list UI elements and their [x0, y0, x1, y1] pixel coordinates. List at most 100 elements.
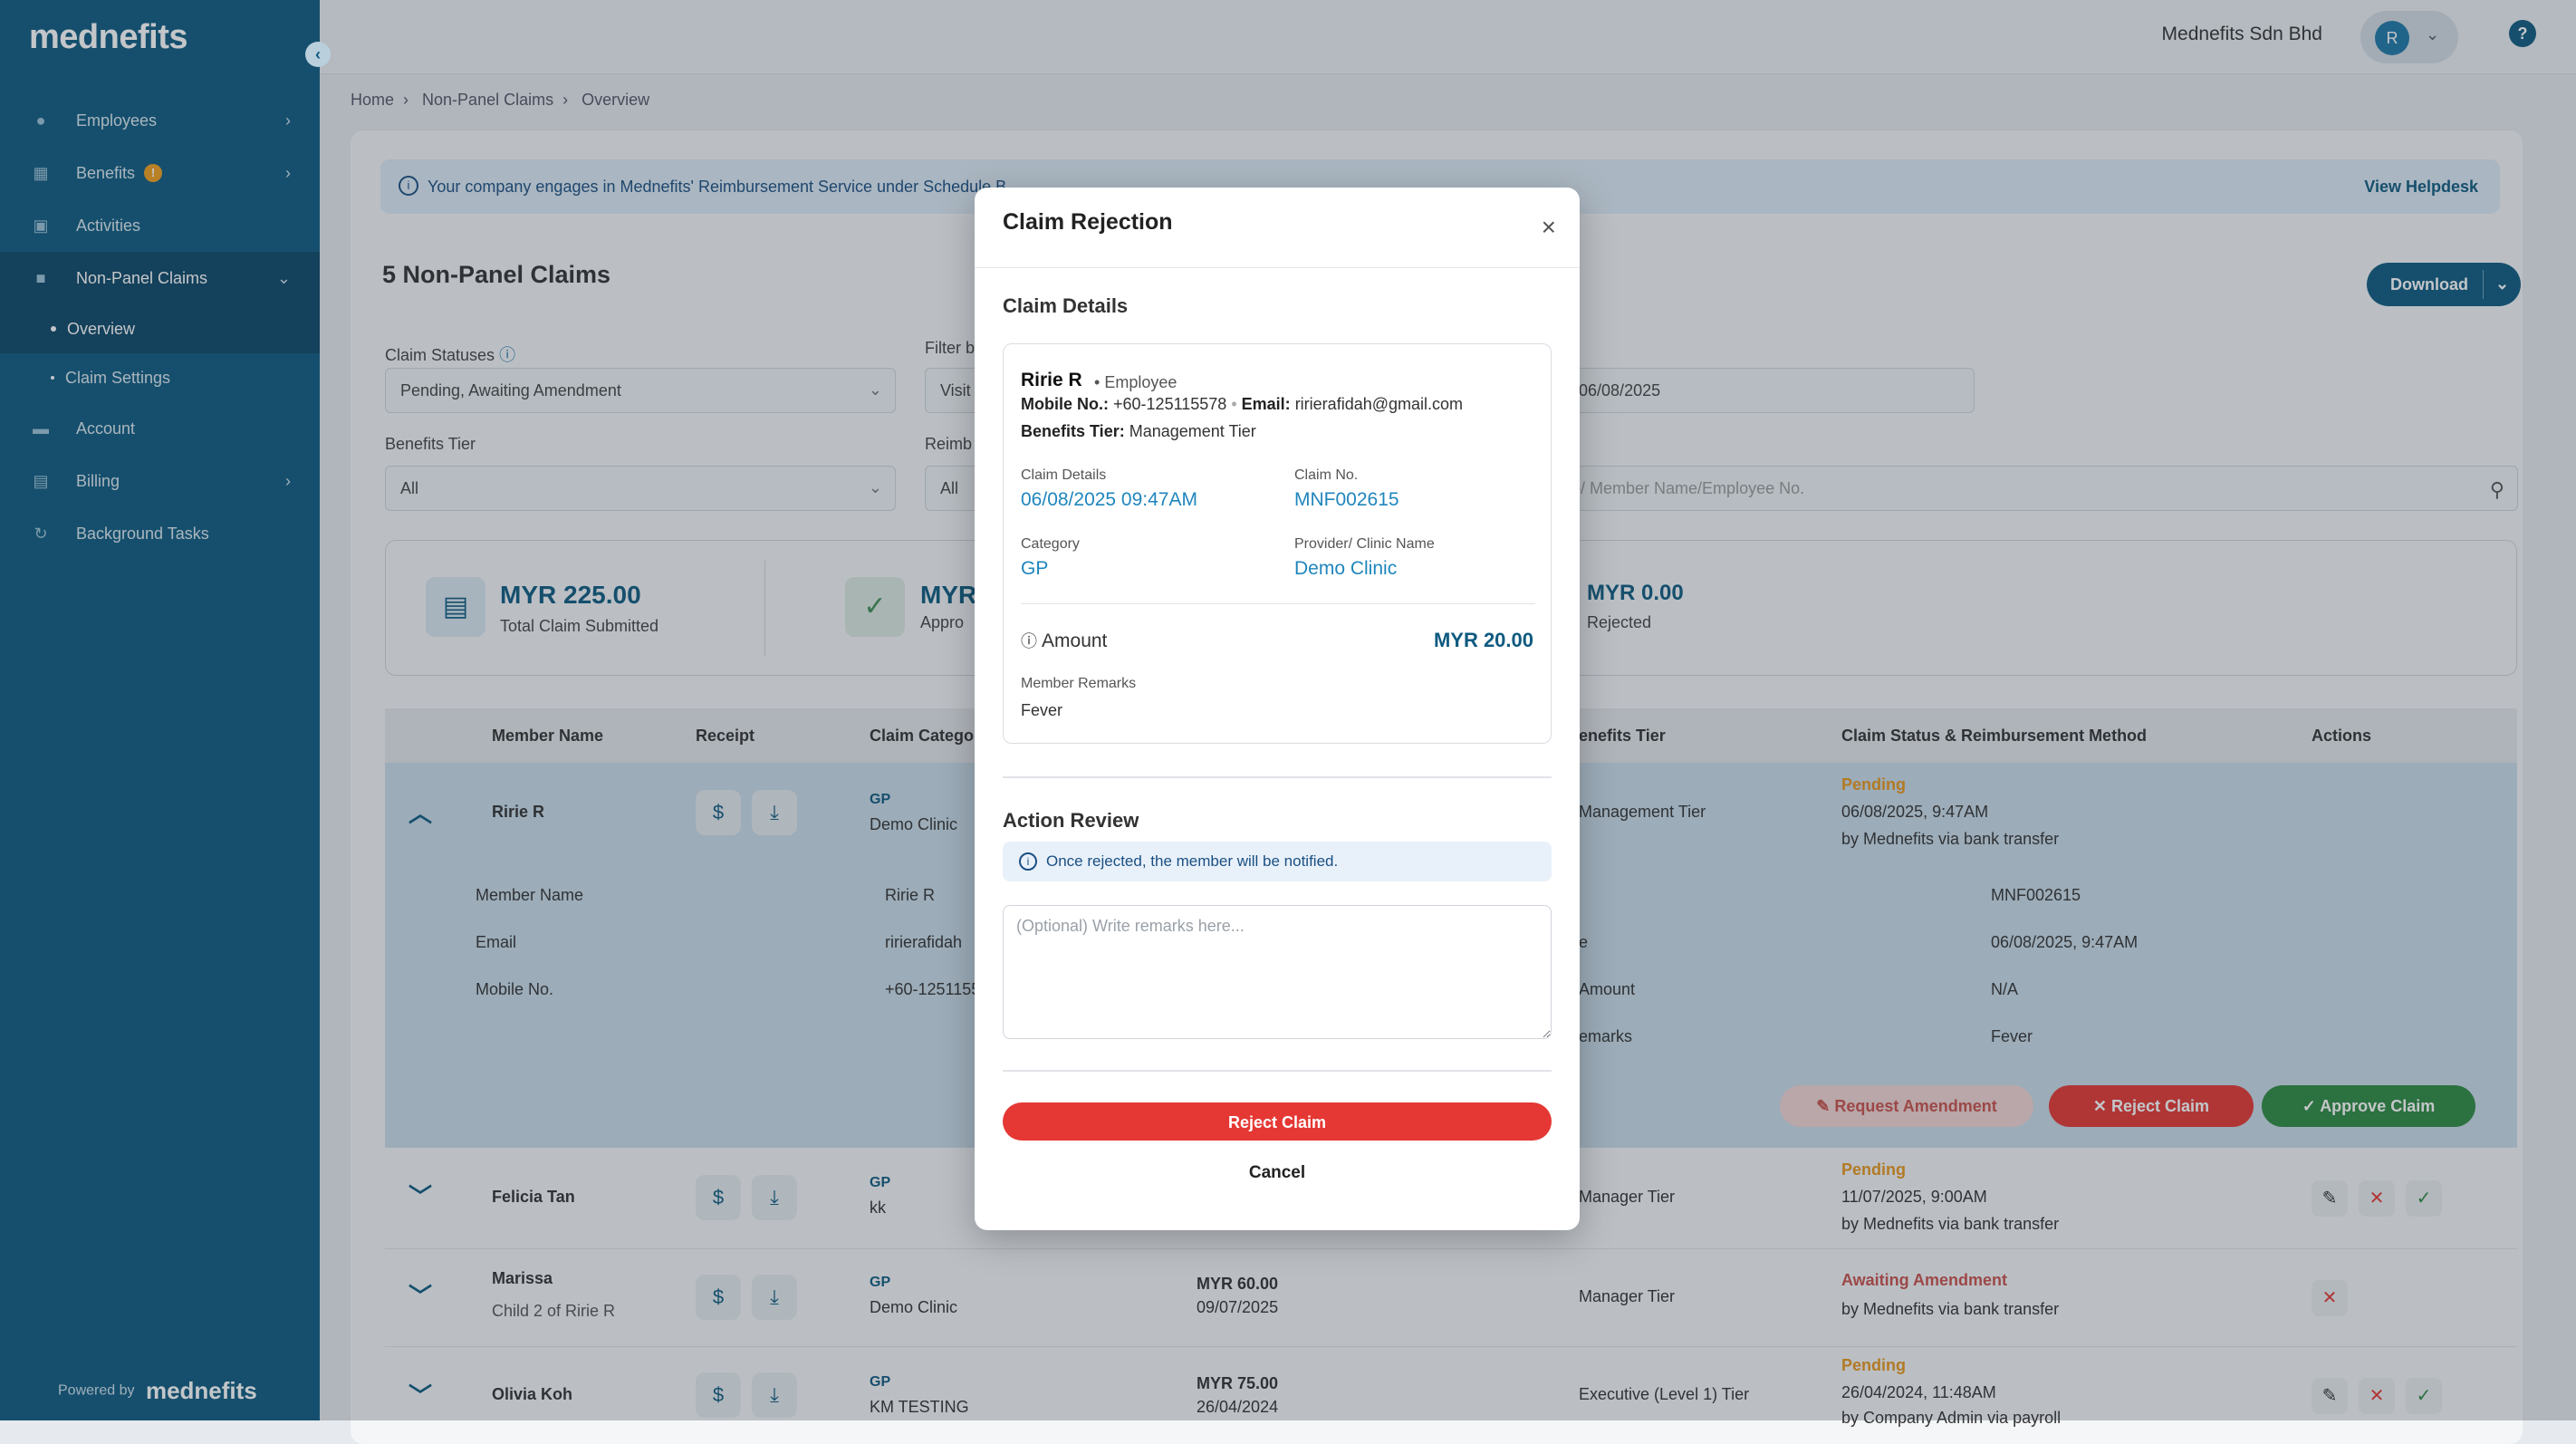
reject-claim-confirm-button[interactable]: Reject Claim: [1003, 1102, 1552, 1141]
status-date: 26/04/2024, 11:48AM: [1841, 1383, 1996, 1401]
download-icon[interactable]: ⤓: [752, 1275, 797, 1320]
mobile-value: +60-125115578: [1113, 395, 1227, 413]
breadcrumb-home[interactable]: Home: [351, 91, 395, 109]
member-contact: Mobile No.: +60-125115578 • Email: ririe…: [1021, 395, 1464, 413]
sidebar-item-non-panel-claims[interactable]: ■ Non-Panel Claims ⌄: [0, 252, 320, 304]
reject-claim-button[interactable]: ✕ Reject Claim: [2049, 1085, 2254, 1127]
check-icon[interactable]: ✓: [2406, 1378, 2442, 1414]
user-menu[interactable]: R ⌄: [2360, 11, 2458, 63]
close-icon[interactable]: ✕: [2359, 1378, 2395, 1414]
mobile-label: Mobile No.:: [1021, 395, 1109, 413]
sidebar-item-account[interactable]: ▬ Account: [0, 402, 320, 455]
date-range-input[interactable]: 22 - 06/08/2025: [1531, 368, 1975, 413]
chevron-up-icon[interactable]: ︿: [409, 800, 433, 827]
col-actions: Actions: [2312, 727, 2372, 745]
claim-category: GP: [870, 1175, 891, 1190]
detail-value: Ririe R: [885, 886, 936, 904]
banner-text: Your company engages in Mednefits' Reimb…: [428, 178, 1007, 196]
close-icon[interactable]: ✕: [2359, 1180, 2395, 1217]
total-claim-value: MYR 225.00: [500, 581, 641, 609]
chevron-down-icon[interactable]: ﹀: [409, 1183, 433, 1210]
detail-label: Mobile No.: [476, 980, 554, 998]
claim-category: GP: [870, 1374, 891, 1390]
close-icon[interactable]: ✕: [2312, 1280, 2348, 1316]
benefits-tier-select[interactable]: All ⌄: [385, 466, 896, 511]
benefits-tier: Executive (Level 1) Tier: [1579, 1385, 1750, 1403]
receipt-icon: ▤: [426, 577, 485, 637]
status-badge: Pending: [1841, 1356, 1906, 1374]
receipt-icon[interactable]: $: [696, 1175, 741, 1220]
download-icon[interactable]: ⤓: [752, 1175, 797, 1220]
remarks-textarea[interactable]: [1003, 905, 1552, 1039]
help-icon[interactable]: ?: [2509, 20, 2536, 47]
download-icon[interactable]: ⤓: [752, 790, 797, 835]
person-icon: ●: [35, 111, 46, 130]
cancel-button[interactable]: Cancel: [1248, 1163, 1306, 1182]
table-row[interactable]: ﹀ Olivia Koh $ ⤓ GP KM TESTING MYR 75.00…: [385, 1347, 2517, 1427]
claim-category: GP: [870, 1275, 891, 1290]
receipt-icon[interactable]: $: [696, 1275, 741, 1320]
sidebar-item-label: Employees: [76, 111, 158, 130]
action-review-heading: Action Review: [1003, 809, 1139, 832]
member-role: • Employee: [1094, 373, 1177, 391]
status-badge: Pending: [1841, 775, 1906, 794]
chevron-down-icon[interactable]: ﹀: [409, 1283, 433, 1310]
table-row[interactable]: ﹀ Marissa Child 2 of Ririe R $ ⤓ GP Demo…: [385, 1249, 2517, 1347]
receipt-icon[interactable]: $: [696, 1372, 741, 1418]
provider-label: Provider/ Clinic Name: [1294, 536, 1435, 552]
approve-claim-button[interactable]: ✓ Approve Claim: [2262, 1085, 2475, 1127]
sidebar-item-billing[interactable]: ▤ Billing ›: [0, 455, 320, 507]
sidebar-subitem-overview[interactable]: Overview: [0, 304, 320, 353]
bullet-icon: [51, 376, 54, 380]
company-name: Mednefits Sdn Bhd: [2161, 24, 2322, 44]
sidebar-subitem-label: Overview: [67, 319, 136, 338]
view-helpdesk-link[interactable]: View Helpdesk: [2364, 178, 2478, 196]
sidebar-item-label: Non-Panel Claims: [76, 268, 208, 287]
sidebar-item-activities[interactable]: ▣ Activities: [0, 199, 320, 252]
request-amendment-label: Request Amendment: [1834, 1097, 1997, 1115]
claim-category: GP: [870, 792, 891, 807]
sidebar-item-employees[interactable]: ● Employees ›: [0, 94, 320, 147]
collapse-sidebar-button[interactable]: ‹: [305, 42, 331, 67]
claim-details-box: Ririe R • Employee Mobile No.: +60-12511…: [1003, 343, 1552, 744]
edit-icon[interactable]: ✎: [2312, 1180, 2348, 1217]
chevron-down-icon[interactable]: ﹀: [409, 1382, 433, 1410]
receipt-icon[interactable]: $: [696, 790, 741, 835]
claim-statuses-label: Claim Statuses ⓘ: [385, 346, 516, 364]
mednefits-logo[interactable]: mednefits: [29, 18, 187, 56]
tier-label: Benefits Tier:: [1021, 422, 1125, 440]
sidebar: mednefits ● Employees › ▦ Benefits ! › ▣…: [0, 0, 320, 1420]
close-icon[interactable]: ×: [1541, 213, 1556, 241]
category-label: Category: [1021, 536, 1080, 552]
sidebar-item-benefits[interactable]: ▦ Benefits ! ›: [0, 147, 320, 199]
reject-claim-label: Reject Claim: [2111, 1097, 2210, 1115]
powered-by-text: Powered by: [58, 1382, 135, 1399]
info-icon: i: [399, 176, 418, 196]
close-icon: ✕: [2092, 1097, 2112, 1115]
sidebar-item-background-tasks[interactable]: ↻ Background Tasks: [0, 507, 320, 560]
invoice-icon: ▤: [33, 472, 49, 490]
email-label: Email:: [1241, 395, 1291, 413]
topbar: Mednefits Sdn Bhd R ⌄ ?: [320, 0, 2576, 74]
download-icon[interactable]: ⤓: [752, 1372, 797, 1418]
rejected-label: Rejected: [1587, 613, 1652, 631]
claim-rejection-modal: Claim Rejection × Claim Details Ririe R …: [975, 188, 1580, 1230]
status-badge: Awaiting Amendment: [1841, 1271, 2008, 1289]
breadcrumb-non-panel-claims[interactable]: Non-Panel Claims: [422, 91, 554, 109]
download-button[interactable]: Download ⌄: [2367, 263, 2521, 306]
search-icon[interactable]: ⚲: [2489, 478, 2504, 501]
info-icon: ⓘ: [1021, 632, 1043, 650]
detail-value: 06/08/2025, 9:47AM: [1991, 933, 2139, 951]
provider-name: kk: [870, 1199, 886, 1217]
search-input[interactable]: n No/ Member Name/Employee No. ⚲: [1531, 466, 2518, 511]
chevron-down-icon[interactable]: ⌄: [2495, 274, 2510, 293]
reimbursement-method: by Mednefits via bank transfer: [1841, 1215, 2060, 1233]
member-name: Olivia Koh: [492, 1385, 573, 1403]
edit-icon[interactable]: ✎: [2312, 1378, 2348, 1414]
request-amendment-button[interactable]: ✎ Request Amendment: [1780, 1085, 2033, 1127]
divider: [1003, 1070, 1552, 1072]
sidebar-subitem-claim-settings[interactable]: Claim Settings: [0, 353, 320, 402]
member-name: Ririe R: [1021, 370, 1082, 390]
check-icon[interactable]: ✓: [2406, 1180, 2442, 1217]
claim-statuses-select[interactable]: Pending, Awaiting Amendment ⌄: [385, 368, 896, 413]
